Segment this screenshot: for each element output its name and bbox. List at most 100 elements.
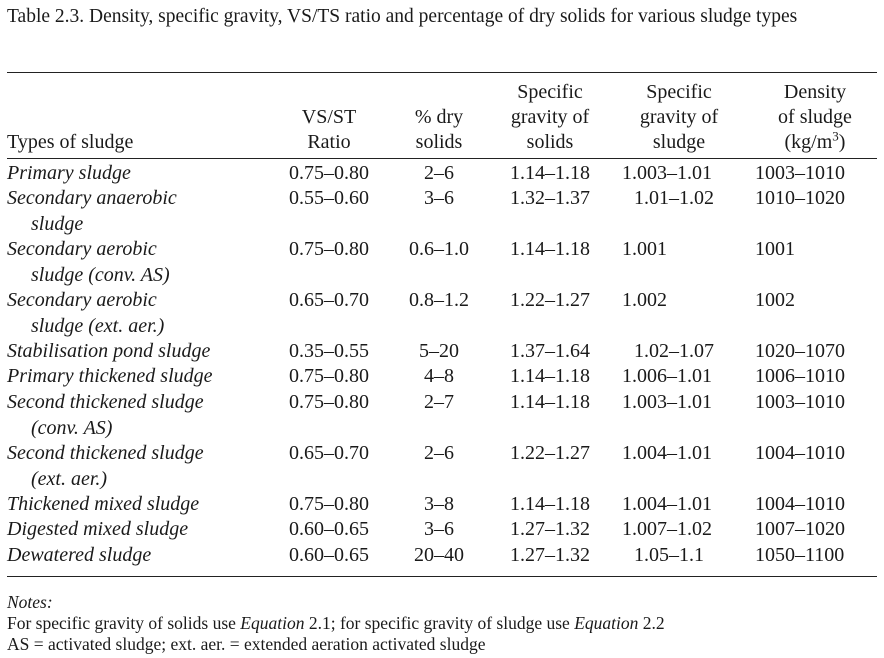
cell-vs: 0.75–0.80 [289, 238, 369, 260]
row-type: Digested mixed sludge [7, 517, 188, 543]
cell-density: 1004–1010 [755, 493, 845, 515]
header-den-unit-sup: 3 [832, 128, 839, 144]
header-types: Types of sludge [7, 130, 133, 155]
cell-vs: 0.55–0.60 [289, 187, 369, 209]
row-type-line1: Primary sludge [7, 162, 131, 184]
row-type-line1: Stabilisation pond sludge [7, 340, 211, 362]
cell-vs: 0.75–0.80 [289, 391, 369, 413]
row-type: Second thickened sludge (conv. AS) [7, 390, 204, 441]
row-type-line2: sludge [31, 212, 84, 235]
header-sgsl-line2: gravity of [639, 106, 719, 128]
row-type-line2: (ext. aer.) [31, 467, 108, 490]
cell-sg-solids: 1.14–1.18 [510, 365, 590, 387]
cell-density: 1004–1010 [755, 442, 845, 464]
header-vs-line2: Ratio [307, 131, 351, 153]
cell-sg-solids: 1.14–1.18 [510, 391, 590, 413]
row-type-line1: Thickened mixed sludge [7, 493, 200, 515]
row-type: Thickened mixed sludge [7, 492, 199, 518]
notes-line1-e: 2.2 [638, 613, 665, 633]
header-density: Density of sludge (kg/m3) [755, 80, 875, 155]
cell-vs: 0.65–0.70 [289, 289, 369, 311]
row-type-line1: Second thickened sludge [7, 391, 204, 413]
header-sgs-line1: Specific [517, 81, 583, 103]
notes-line1-d: Equation [574, 613, 639, 633]
cell-density: 1001 [755, 238, 795, 260]
cell-sg-sludge: 1.001 [622, 238, 667, 260]
cell-sg-sludge: 1.05–1.1 [634, 544, 704, 566]
cell-density: 1002 [755, 289, 795, 311]
row-type: Dewatered sludge [7, 543, 151, 569]
cell-sg-solids: 1.14–1.18 [510, 493, 590, 515]
header-sgs-line2: gravity of [510, 106, 590, 128]
notes-line1-a: For specific gravity of solids use [7, 613, 241, 633]
cell-density: 1003–1010 [755, 391, 845, 413]
cell-vs: 0.65–0.70 [289, 442, 369, 464]
bottom-rule [7, 576, 877, 577]
cell-sg-sludge: 1.007–1.02 [622, 518, 712, 540]
header-dry-solids: % dry solids [399, 105, 479, 155]
cell-dry: 2–6 [424, 162, 454, 184]
cell-sg-sludge: 1.004–1.01 [622, 442, 712, 464]
row-type-line1: Second thickened sludge [7, 442, 204, 464]
table-caption: Table 2.3. Density, specific gravity, VS… [7, 6, 798, 27]
cell-dry: 20–40 [414, 544, 464, 566]
header-rule [7, 158, 877, 159]
cell-dry: 2–6 [424, 442, 454, 464]
row-type: Primary thickened sludge [7, 364, 213, 390]
cell-dry: 3–6 [424, 518, 454, 540]
cell-sg-sludge: 1.02–1.07 [634, 340, 714, 362]
row-type-line1: Digested mixed sludge [7, 518, 189, 540]
row-type-line1: Primary thickened sludge [7, 365, 213, 387]
notes-line2: AS = activated sludge; ext. aer. = exten… [7, 634, 486, 654]
row-type-line2: sludge (ext. aer.) [31, 314, 165, 337]
cell-sg-sludge: 1.01–1.02 [634, 187, 714, 209]
cell-density: 1020–1070 [755, 340, 845, 362]
row-type: Primary sludge [7, 161, 131, 187]
row-type: Secondary aerobic sludge (conv. AS) [7, 237, 170, 288]
header-den-line2: of sludge [778, 106, 852, 128]
cell-vs: 0.75–0.80 [289, 162, 369, 184]
cell-dry: 3–6 [424, 187, 454, 209]
header-dry-line2: solids [415, 131, 463, 153]
cell-sg-solids: 1.27–1.32 [510, 544, 590, 566]
cell-density: 1006–1010 [755, 365, 845, 387]
cell-dry: 0.8–1.2 [409, 289, 469, 311]
header-sgsl-line1: Specific [646, 81, 712, 103]
header-den-unit-post: ) [838, 131, 846, 153]
header-den-line1: Density [783, 81, 847, 103]
cell-sg-sludge: 1.002 [622, 289, 667, 311]
header-sgsl-line3: sludge [652, 131, 706, 153]
cell-density: 1007–1020 [755, 518, 845, 540]
header-sg-sludge: Specific gravity of sludge [622, 80, 736, 155]
row-type: Second thickened sludge (ext. aer.) [7, 441, 204, 492]
row-type: Stabilisation pond sludge [7, 339, 210, 365]
header-sg-solids: Specific gravity of solids [494, 80, 606, 155]
cell-sg-sludge: 1.006–1.01 [622, 365, 712, 387]
row-type-line2: (conv. AS) [31, 416, 113, 439]
table-notes: Notes: For specific gravity of solids us… [7, 592, 665, 655]
header-vs-line1: VS/ST [301, 106, 357, 128]
cell-dry: 0.6–1.0 [409, 238, 469, 260]
cell-density: 1050–1100 [755, 544, 845, 566]
row-type-line1: Secondary aerobic [7, 289, 157, 311]
cell-dry: 2–7 [424, 391, 454, 413]
header-vs-ratio: VS/ST Ratio [277, 105, 381, 155]
notes-line1-c: 2.1; for specific gravity of sludge use [304, 613, 575, 633]
header-sgs-line3: solids [526, 131, 574, 153]
header-den-unit-pre: (kg/m [784, 131, 833, 153]
cell-vs: 0.60–0.65 [289, 518, 369, 540]
cell-vs: 0.75–0.80 [289, 365, 369, 387]
header-den-line3: (kg/m3) [784, 128, 846, 153]
row-type-line1: Dewatered sludge [7, 544, 152, 566]
cell-sg-solids: 1.37–1.64 [510, 340, 590, 362]
row-type-line1: Secondary anaerobic [7, 187, 177, 209]
notes-line1: For specific gravity of solids use Equat… [7, 613, 665, 634]
row-type: Secondary aerobic sludge (ext. aer.) [7, 288, 164, 339]
cell-dry: 4–8 [424, 365, 454, 387]
notes-line1-b: Equation [240, 613, 305, 633]
cell-sg-solids: 1.32–1.37 [510, 187, 590, 209]
cell-dry: 3–8 [424, 493, 454, 515]
cell-sg-solids: 1.22–1.27 [510, 289, 590, 311]
cell-sg-solids: 1.14–1.18 [510, 238, 590, 260]
row-type-line1: Secondary aerobic [7, 238, 157, 260]
